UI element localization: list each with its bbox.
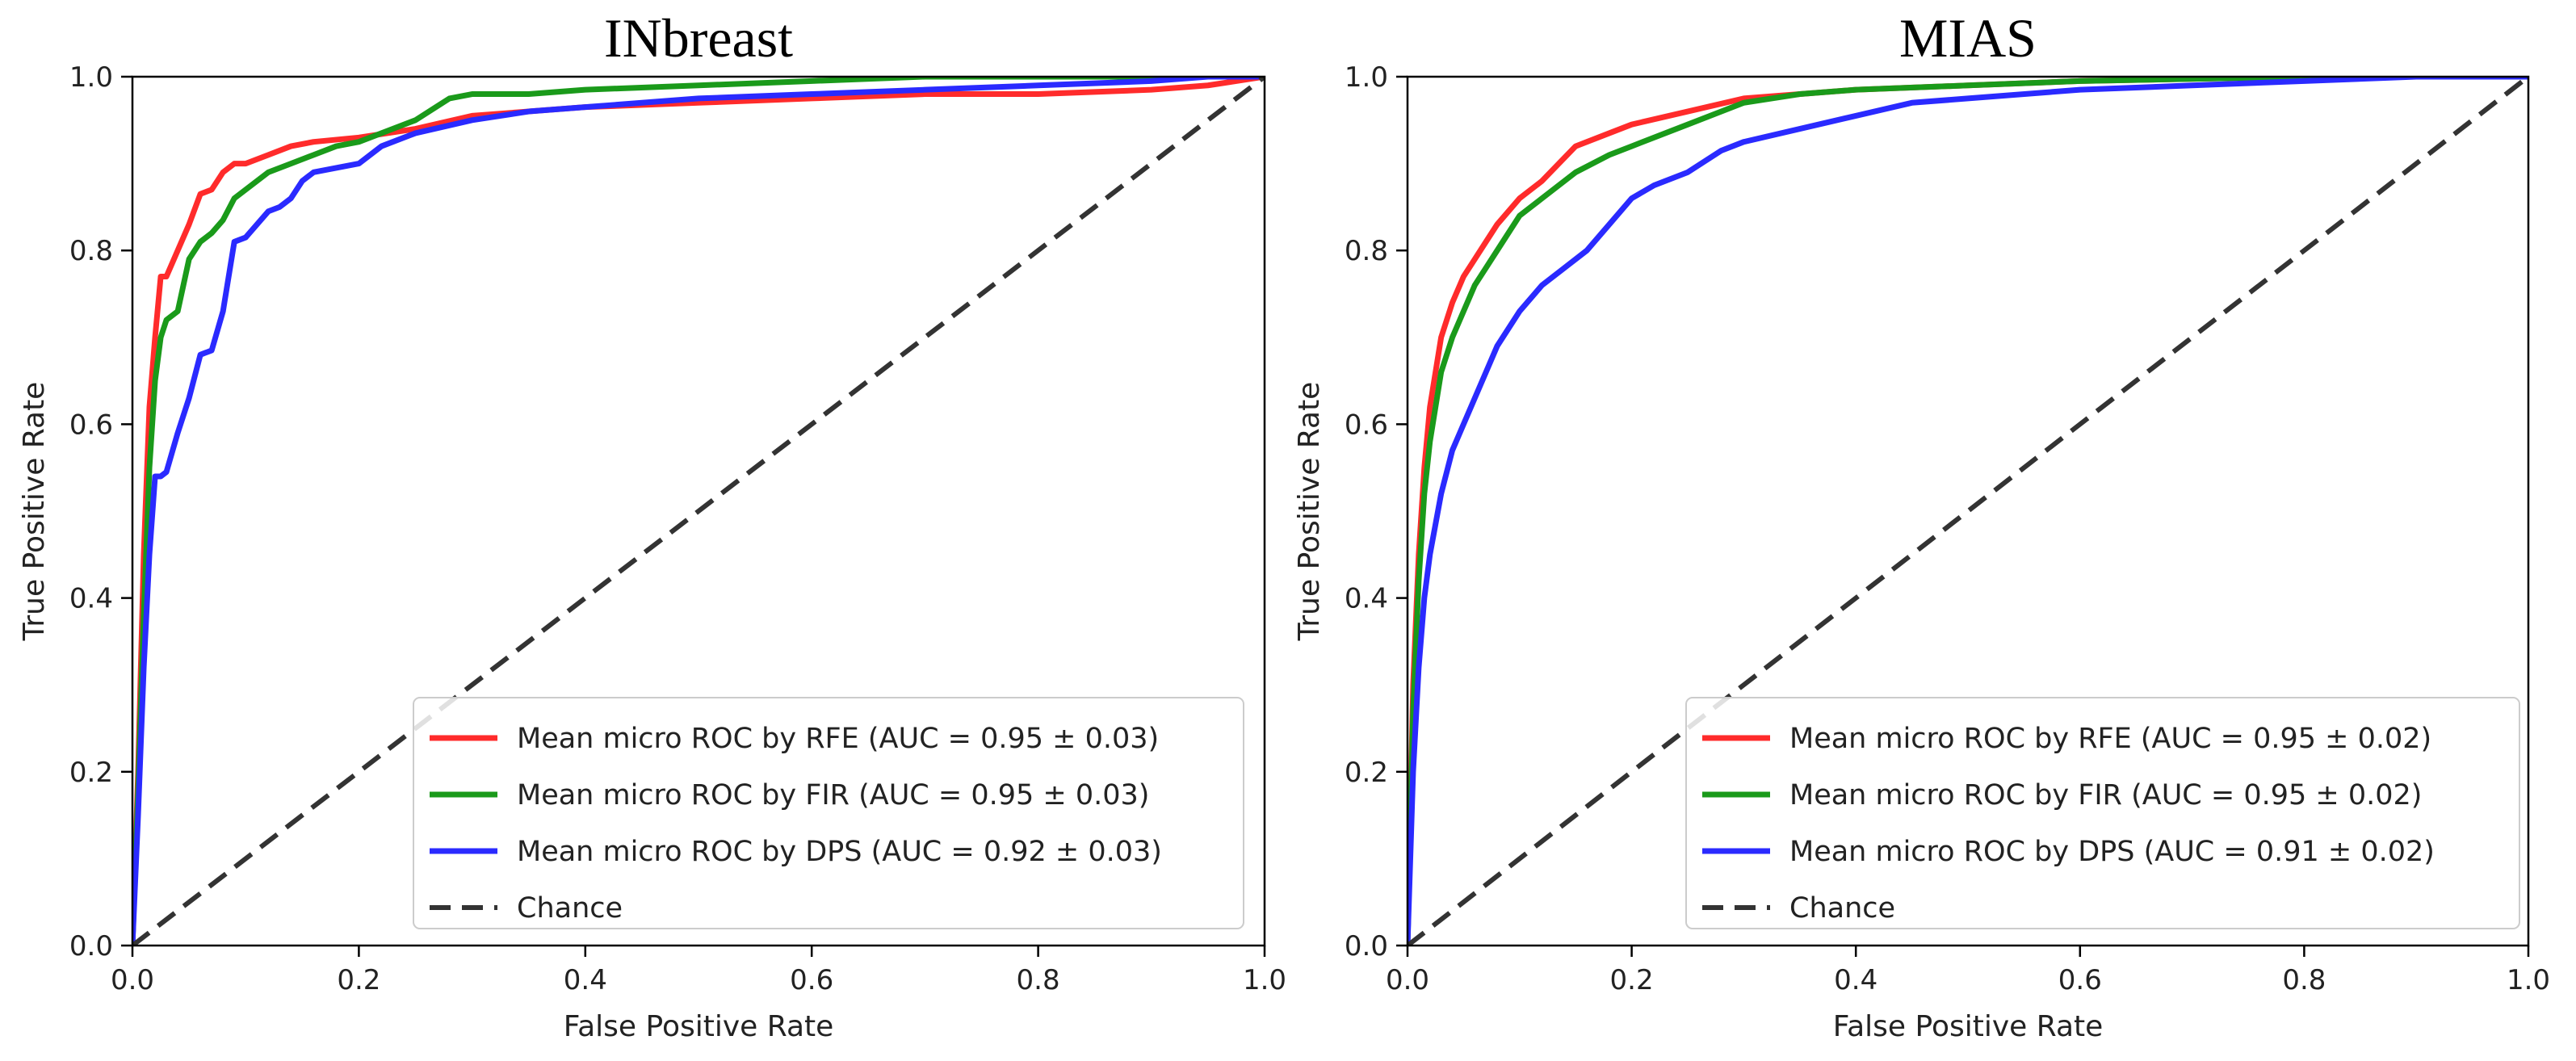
x-axis-label: False Positive Rate bbox=[564, 1010, 834, 1043]
x-tick-label: 0.4 bbox=[1834, 964, 1877, 996]
chart-panel-inbreast: INbreast 0.0 0.2 0.4 0.6 0.8 1.0 0.0 0.2 0.4 0.6 0.… bbox=[18, 7, 1286, 1043]
legend-box bbox=[1685, 697, 2520, 929]
y-tick-label: 0.6 bbox=[1345, 409, 1388, 441]
legend-entry: Mean micro ROC by RFE (AUC = 0.95 ± 0.03… bbox=[517, 723, 1159, 755]
chart-title: MIAS bbox=[1899, 7, 2037, 69]
x-tick-label: 0.6 bbox=[2058, 964, 2102, 996]
legend-entry: Chance bbox=[1789, 892, 1895, 925]
y-tick-label: 0.8 bbox=[1345, 235, 1388, 267]
legend: Mean micro ROC by RFE (AUC = 0.95 ± 0.02… bbox=[1685, 697, 2520, 929]
x-tick-label: 0.8 bbox=[1017, 964, 1060, 996]
y-tick-label: 0.8 bbox=[69, 235, 113, 267]
legend-entry: Mean micro ROC by FIR (AUC = 0.95 ± 0.03… bbox=[517, 779, 1149, 811]
x-tick-label: 0.0 bbox=[111, 964, 154, 996]
roc-line-mean-micro-roc-by-rfe bbox=[132, 77, 1265, 946]
roc-line-mean-micro-roc-by-dps bbox=[1408, 77, 2528, 946]
y-tick-label: 1.0 bbox=[1345, 61, 1388, 94]
y-tick-label: 0.0 bbox=[1345, 930, 1388, 962]
axes-frame bbox=[1406, 75, 2530, 947]
y-tick-label: 0.6 bbox=[69, 409, 113, 441]
chance-line bbox=[132, 77, 1265, 946]
y-tick-label: 1.0 bbox=[69, 61, 113, 94]
chart-title: INbreast bbox=[604, 7, 793, 69]
x-tick-label: 0.4 bbox=[564, 964, 607, 996]
legend-entry: Mean micro ROC by DPS (AUC = 0.91 ± 0.02… bbox=[1789, 836, 2435, 868]
chart-panel-mias: MIAS 0.0 0.2 0.4 0.6 0.8 1.0 0.0 0.2 0.4 0.6 0.8 1.0… bbox=[1293, 7, 2550, 1043]
y-axis-label: True Positive Rate bbox=[1293, 382, 1326, 642]
roc-line-mean-micro-roc-by-dps bbox=[132, 77, 1265, 946]
roc-line-mean-micro-roc-by-fir bbox=[1408, 77, 2528, 946]
roc-line-mean-micro-roc-by-fir bbox=[132, 77, 1265, 946]
y-tick-label: 0.0 bbox=[69, 930, 113, 962]
legend: Mean micro ROC by RFE (AUC = 0.95 ± 0.03… bbox=[413, 697, 1244, 929]
legend-entry: Mean micro ROC by RFE (AUC = 0.95 ± 0.02… bbox=[1789, 723, 2431, 755]
y-tick-label: 0.4 bbox=[1345, 583, 1388, 615]
x-tick-label: 0.0 bbox=[1386, 964, 1429, 996]
plot-area bbox=[132, 77, 1265, 946]
chance-line bbox=[1408, 77, 2528, 946]
legend-entry: Mean micro ROC by FIR (AUC = 0.95 ± 0.02… bbox=[1789, 779, 2422, 811]
legend-entry: Chance bbox=[517, 892, 623, 925]
x-tick-label: 0.8 bbox=[2282, 964, 2326, 996]
y-tick-label: 0.2 bbox=[69, 757, 113, 789]
y-tick-label: 0.4 bbox=[69, 583, 113, 615]
x-tick-label: 1.0 bbox=[1243, 964, 1286, 996]
legend-entry: Mean micro ROC by DPS (AUC = 0.92 ± 0.03… bbox=[517, 836, 1162, 868]
x-tick-label: 0.6 bbox=[790, 964, 833, 996]
x-tick-label: 1.0 bbox=[2507, 964, 2550, 996]
axes-frame bbox=[131, 75, 1266, 947]
x-tick-label: 0.2 bbox=[337, 964, 380, 996]
legend-box bbox=[413, 697, 1244, 929]
x-axis-label: False Positive Rate bbox=[1833, 1010, 2104, 1043]
plot-area bbox=[1408, 77, 2528, 946]
x-tick-label: 0.2 bbox=[1610, 964, 1654, 996]
y-axis-label: True Positive Rate bbox=[18, 382, 51, 642]
y-tick-label: 0.2 bbox=[1345, 757, 1388, 789]
